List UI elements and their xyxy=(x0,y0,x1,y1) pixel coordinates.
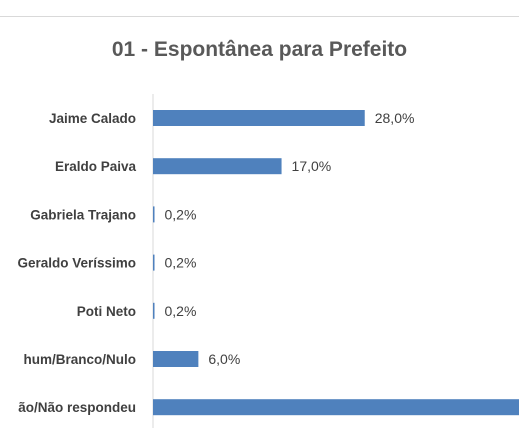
bar xyxy=(153,254,155,271)
data-label: 0,2% xyxy=(165,303,197,319)
category-label: Jaime Calado xyxy=(49,111,136,126)
chart-title: 01 - Espontânea para Prefeito xyxy=(111,38,408,61)
category-label: Poti Neto xyxy=(77,304,136,319)
top-divider xyxy=(0,16,519,17)
category-label: ão/Não respondeu xyxy=(18,400,136,415)
bar xyxy=(153,399,519,416)
category-label: hum/Branco/Nulo xyxy=(23,352,136,367)
bar xyxy=(153,302,155,319)
category-label: Geraldo Veríssimo xyxy=(17,256,136,271)
data-label: 6,0% xyxy=(208,351,240,367)
category-label: Gabriela Trajano xyxy=(30,207,136,222)
data-label: 0,2% xyxy=(165,255,197,271)
category-label: Eraldo Paiva xyxy=(55,159,137,174)
bar xyxy=(153,110,365,126)
data-label: 17,0% xyxy=(292,158,332,174)
data-label: 0,2% xyxy=(165,206,197,222)
bar xyxy=(153,158,282,175)
bar xyxy=(153,206,155,223)
bar xyxy=(153,351,199,367)
data-label: 28,0% xyxy=(375,110,415,126)
